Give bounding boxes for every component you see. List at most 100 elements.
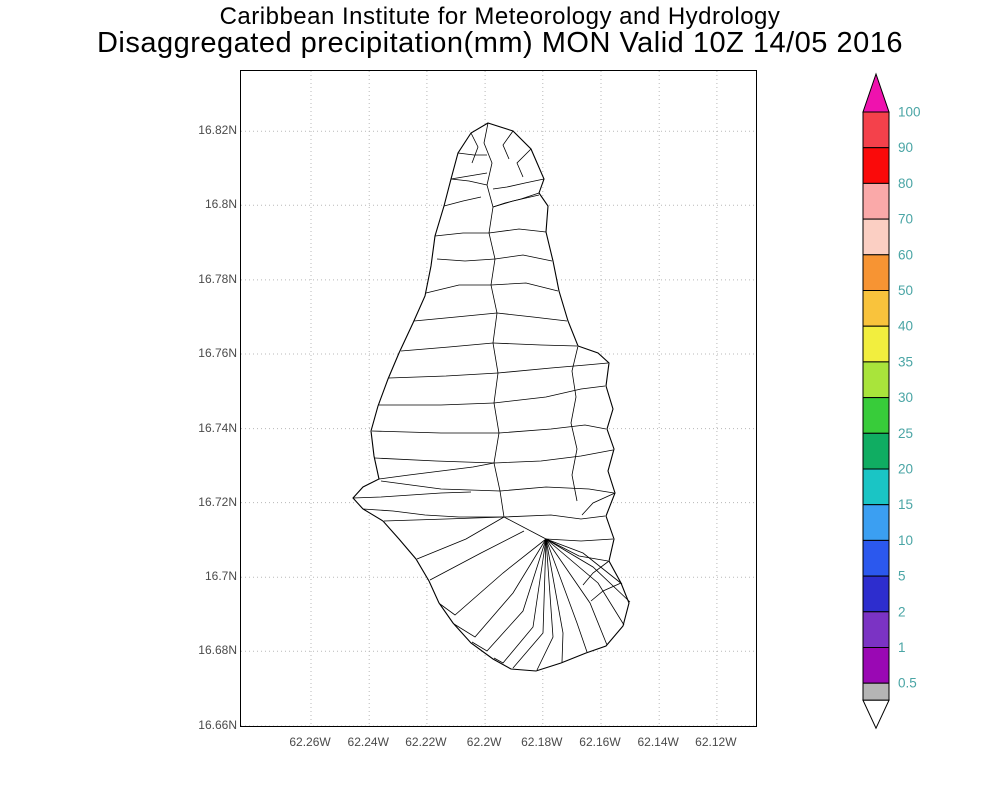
colorbar-band — [862, 147, 890, 184]
colorbar-level-label: 0.5 — [898, 676, 917, 691]
watershed-boundary — [499, 486, 615, 494]
watershed-boundary — [383, 516, 505, 522]
colorbar-level-label: 50 — [898, 283, 913, 298]
lat-tick-label: 16.68N — [198, 643, 237, 658]
colorbar-band — [862, 575, 890, 613]
watershed-boundary — [581, 492, 616, 516]
colorbar-band — [862, 218, 890, 256]
watershed-boundary — [492, 178, 545, 190]
watershed-boundary — [453, 538, 547, 638]
watershed-boundary — [380, 480, 501, 492]
colorbar-band — [862, 397, 890, 434]
colorbar-level-label: 1 — [898, 640, 906, 655]
colorbar-band — [862, 111, 890, 149]
watershed-boundary — [493, 538, 547, 664]
watershed-boundary — [512, 538, 547, 669]
lat-tick-label: 16.8N — [204, 197, 237, 212]
colorbar-level-label: 60 — [898, 247, 913, 262]
colorbar-band — [862, 647, 890, 684]
lon-tick-label: 62.16W — [579, 735, 621, 749]
watershed-boundary — [352, 491, 472, 499]
colorbar-below-zero-arrow — [862, 699, 890, 730]
colorbar-band-below-min — [862, 682, 890, 701]
island-coastline — [352, 122, 630, 672]
watershed-boundary — [439, 538, 547, 616]
watershed-boundary — [413, 312, 498, 322]
colorbar-band — [862, 361, 890, 399]
watershed-boundary — [545, 538, 564, 663]
colorbar-svg: 100 90 80 70 60 50 40 35 30 25 20 15 10 5 2 1 0.5 — [862, 72, 921, 730]
watershed-boundary — [545, 538, 631, 603]
colorbar-level-label: 20 — [898, 462, 913, 477]
watershed-boundary — [443, 196, 482, 207]
watershed-boundary — [374, 457, 495, 464]
colorbar-level-label: 2 — [898, 604, 906, 619]
watershed-boundary — [497, 362, 609, 374]
watershed-boundary — [493, 449, 614, 464]
watershed-boundary — [400, 342, 494, 352]
watershed-boundary — [429, 530, 525, 581]
colorbar-level-label: 80 — [898, 176, 913, 191]
colorbar-band — [862, 254, 890, 292]
watershed-boundary — [471, 538, 547, 652]
lat-tick-label: 16.72N — [198, 494, 237, 509]
watershed-boundary — [436, 258, 496, 262]
lon-tick-label: 62.14W — [637, 735, 679, 749]
watershed-boundary — [488, 228, 547, 234]
watershed-boundary — [570, 345, 579, 502]
watershed-boundary — [371, 430, 499, 434]
institute-title: Caribbean Institute for Meteorology and … — [219, 3, 781, 30]
lat-tick-label: 16.78N — [198, 271, 237, 286]
watershed-boundary — [388, 372, 499, 379]
lon-tick-label: 62.2W — [466, 735, 502, 749]
watershed-boundary — [425, 284, 491, 294]
watershed-boundary — [503, 514, 606, 520]
lat-tick-label: 16.82N — [198, 123, 237, 138]
lat-tick-label: 16.76N — [198, 345, 237, 360]
watershed-boundary — [434, 232, 489, 237]
figure-title: Disaggregated precipitation(mm) MON Vali… — [96, 27, 903, 59]
lon-tick-label: 62.12W — [695, 735, 737, 749]
colorbar-level-label: 10 — [898, 533, 913, 548]
colorbar-level-label: 15 — [898, 497, 913, 512]
colorbar-level-label: 40 — [898, 319, 913, 334]
colorbar-above-max-arrow — [862, 72, 890, 113]
watershed-boundary — [490, 282, 559, 292]
watershed-boundary — [498, 424, 607, 434]
colorbar-level-label: 30 — [898, 390, 913, 405]
watershed-boundary — [516, 148, 532, 178]
colorbar-level-label: 90 — [898, 140, 913, 155]
watershed-boundary — [362, 508, 504, 518]
colorbar-band — [862, 468, 890, 506]
lon-tick-label: 62.22W — [405, 735, 447, 749]
colorbar-band — [862, 611, 890, 648]
watershed-boundary — [450, 172, 488, 180]
watershed-boundary — [470, 132, 479, 164]
lon-tick-label: 62.24W — [347, 735, 389, 749]
watershed-map — [241, 71, 756, 726]
colorbar-level-label: 35 — [898, 354, 913, 369]
watershed-boundary — [545, 538, 625, 626]
lon-tick-label: 62.26W — [289, 735, 331, 749]
watershed-boundary — [379, 402, 495, 406]
lon-tick-label: 62.18W — [521, 735, 563, 749]
colorbar-band — [862, 432, 890, 470]
watershed-boundary — [493, 385, 606, 404]
colorbar-band — [862, 539, 890, 577]
colorbar-band — [862, 182, 890, 220]
watershed-boundary — [545, 538, 588, 653]
watershed-boundary — [502, 130, 514, 160]
colorbar-band — [862, 290, 890, 327]
watershed-boundary — [416, 516, 505, 560]
watershed-boundary — [496, 312, 568, 322]
colorbar-band — [862, 325, 890, 363]
watershed-boundary — [457, 152, 487, 156]
watershed-boundary — [492, 342, 578, 347]
lat-tick-label: 16.7N — [204, 569, 237, 584]
watershed-boundary — [450, 178, 488, 186]
watershed-boundary — [545, 538, 609, 562]
watershed-boundary — [536, 538, 554, 671]
watershed-boundary — [545, 538, 608, 646]
colorbar-level-label: 100 — [898, 105, 921, 120]
